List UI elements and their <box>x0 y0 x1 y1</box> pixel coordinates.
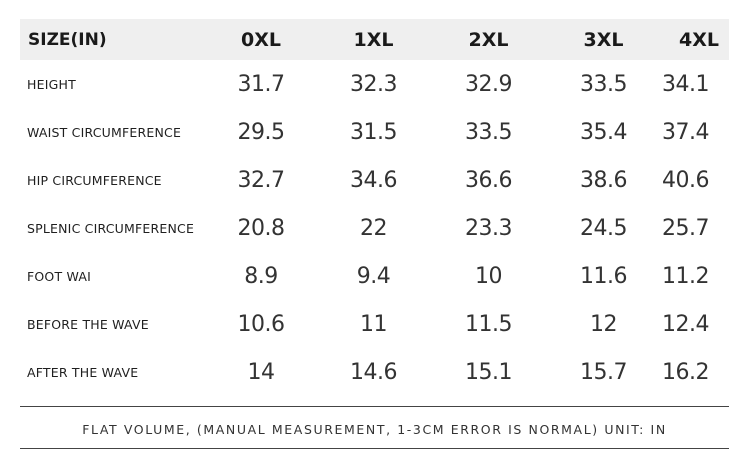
table-row-waist: WAIST CIRCUMFERENCE 29.5 31.5 33.5 35.4 … <box>20 108 729 156</box>
row-label: HEIGHT <box>27 76 76 92</box>
table-cell: 11 <box>360 311 388 337</box>
table-cell: 29.5 <box>237 119 285 145</box>
table-cell: 34.6 <box>350 167 397 193</box>
table-cell: 8.9 <box>244 263 278 289</box>
table-cell: 9.4 <box>356 263 391 289</box>
row-label: AFTER THE WAVE <box>27 364 139 380</box>
row-label: HIP CIRCUMFERENCE <box>27 172 162 188</box>
row-label: BEFORE THE WAVE <box>27 316 149 332</box>
header-row: SIZE(IN) 0XL 1XL 2XL 3XL 4XL <box>20 19 729 60</box>
table-cell: 36.6 <box>465 167 512 193</box>
table-row-hip: HIP CIRCUMFERENCE 32.7 34.6 36.6 38.6 40… <box>20 156 729 204</box>
table-cell: 10 <box>475 263 503 289</box>
table-cell: 40.6 <box>662 167 709 193</box>
table-cell: 38.6 <box>580 167 627 193</box>
table-cell: 31.7 <box>237 71 285 97</box>
table-cell: 11.5 <box>465 311 512 337</box>
table-cell: 33.5 <box>580 71 627 97</box>
header-size-label: SIZE(IN) <box>20 19 206 60</box>
table-cell: 10.6 <box>237 311 285 337</box>
table-cell: 25.7 <box>662 215 709 241</box>
table-cell: 34.1 <box>662 71 709 97</box>
table-cell: 32.7 <box>237 167 285 193</box>
table-cell: 32.9 <box>465 71 512 97</box>
table-cell: 33.5 <box>465 119 512 145</box>
table-cell: 20.8 <box>237 215 285 241</box>
table-cell: 14 <box>247 359 276 385</box>
table-cell: 15.7 <box>580 359 627 385</box>
size-chart-table: SIZE(IN) 0XL 1XL 2XL 3XL 4XL HEIGHT 31.7… <box>20 19 729 396</box>
table-cell: 35.4 <box>580 119 627 145</box>
table-cell: 16.2 <box>662 359 709 385</box>
header-size-2xl: 2XL <box>431 19 546 60</box>
table-cell: 37.4 <box>662 119 709 145</box>
divider-top <box>20 406 729 407</box>
table-cell: 23.3 <box>465 215 512 241</box>
measurement-note: FLAT VOLUME, (MANUAL MEASUREMENT, 1-3CM … <box>82 422 667 437</box>
table-cell: 14.6 <box>350 359 397 385</box>
table-cell: 24.5 <box>580 215 627 241</box>
row-label: SPLENIC CIRCUMFERENCE <box>27 220 195 236</box>
table-cell: 12 <box>590 311 618 337</box>
table-cell: 32.3 <box>350 71 397 97</box>
table-cell: 11.6 <box>580 263 627 289</box>
table-row-foot: FOOT WAI 8.9 9.4 10 11.6 11.2 <box>20 252 729 300</box>
table-row-height: HEIGHT 31.7 32.3 32.9 33.5 34.1 <box>20 60 729 108</box>
table-cell: 12.4 <box>662 311 709 337</box>
table-row-before-wave: BEFORE THE WAVE 10.6 11 11.5 12 12.4 <box>20 300 729 348</box>
header-size-1xl: 1XL <box>316 19 431 60</box>
header-size-0xl: 0XL <box>206 19 316 60</box>
table-row-after-wave: AFTER THE WAVE 14 14.6 15.1 15.7 16.2 <box>20 348 729 396</box>
header-size-4xl: 4XL <box>661 19 729 60</box>
table-cell: 11.2 <box>662 263 709 289</box>
table-cell: 31.5 <box>350 119 397 145</box>
table-cell: 22 <box>360 215 388 241</box>
table-cell: 15.1 <box>465 359 512 385</box>
row-label: WAIST CIRCUMFERENCE <box>27 124 182 140</box>
divider-bottom <box>20 448 729 449</box>
table-row-splenic: SPLENIC CIRCUMFERENCE 20.8 22 23.3 24.5 … <box>20 204 729 252</box>
row-label: FOOT WAI <box>27 268 91 284</box>
header-size-3xl: 3XL <box>546 19 661 60</box>
